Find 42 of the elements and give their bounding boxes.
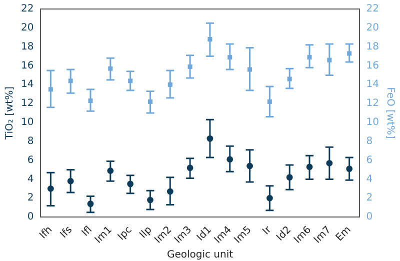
y2-tick-label: 6 (366, 154, 373, 166)
x-tick-label: Im3 (172, 224, 194, 246)
y-tick-label: 12 (20, 98, 34, 110)
y2-tick-label: 8 (366, 136, 373, 147)
y-tick-label: 20 (20, 22, 34, 34)
x-tick-label: Im6 (292, 224, 314, 246)
x-tick-label: Id1 (195, 224, 214, 244)
x-tick-label: Ipc (116, 224, 134, 243)
y-tick-label: 2 (27, 192, 34, 204)
y2-axis-title: FeO [wt%] (384, 87, 396, 140)
x-tick-label: Id2 (274, 224, 294, 244)
x-tick-label: Ifh (38, 224, 55, 242)
y2-tick-label: 10 (366, 117, 380, 128)
x-tick-label: Im5 (232, 224, 254, 246)
y-tick-label: 22 (20, 4, 34, 15)
y-tick-label: 0 (27, 212, 34, 223)
y-tick-label: 8 (27, 136, 34, 147)
y-axis-title: TiO₂ [wt%] (4, 86, 16, 141)
x-tick-label: Em (334, 224, 354, 244)
x-tick-label: Im1 (93, 224, 114, 246)
x-axis-title: Geologic unit (166, 250, 234, 261)
y2-tick-label: 20 (366, 22, 380, 34)
y-tick-label: 18 (20, 41, 34, 52)
x-tick-label: Ifs (58, 224, 75, 241)
x-tick-label: Ifl (80, 224, 94, 239)
y2-tick-label: 18 (366, 41, 380, 52)
y2-tick-label: 2 (366, 192, 373, 204)
x-tick-label: Im2 (152, 224, 174, 246)
x-tick-label: Ilp (138, 224, 154, 241)
y-tick-label: 14 (20, 79, 34, 90)
y2-tick-label: 0 (366, 212, 373, 223)
y2-tick-label: 4 (366, 174, 373, 185)
y-tick-label: 16 (20, 60, 34, 72)
y2-tick-label: 16 (366, 60, 380, 72)
y-tick-label: 4 (27, 174, 34, 185)
x-tick-label: Ir (260, 224, 274, 238)
y2-tick-label: 12 (366, 98, 380, 110)
y-tick-label: 10 (20, 117, 34, 128)
x-tick-label: Im4 (212, 224, 234, 246)
y2-tick-label: 22 (366, 4, 380, 15)
y-tick-label: 6 (27, 154, 34, 166)
y2-tick-label: 14 (366, 79, 380, 90)
